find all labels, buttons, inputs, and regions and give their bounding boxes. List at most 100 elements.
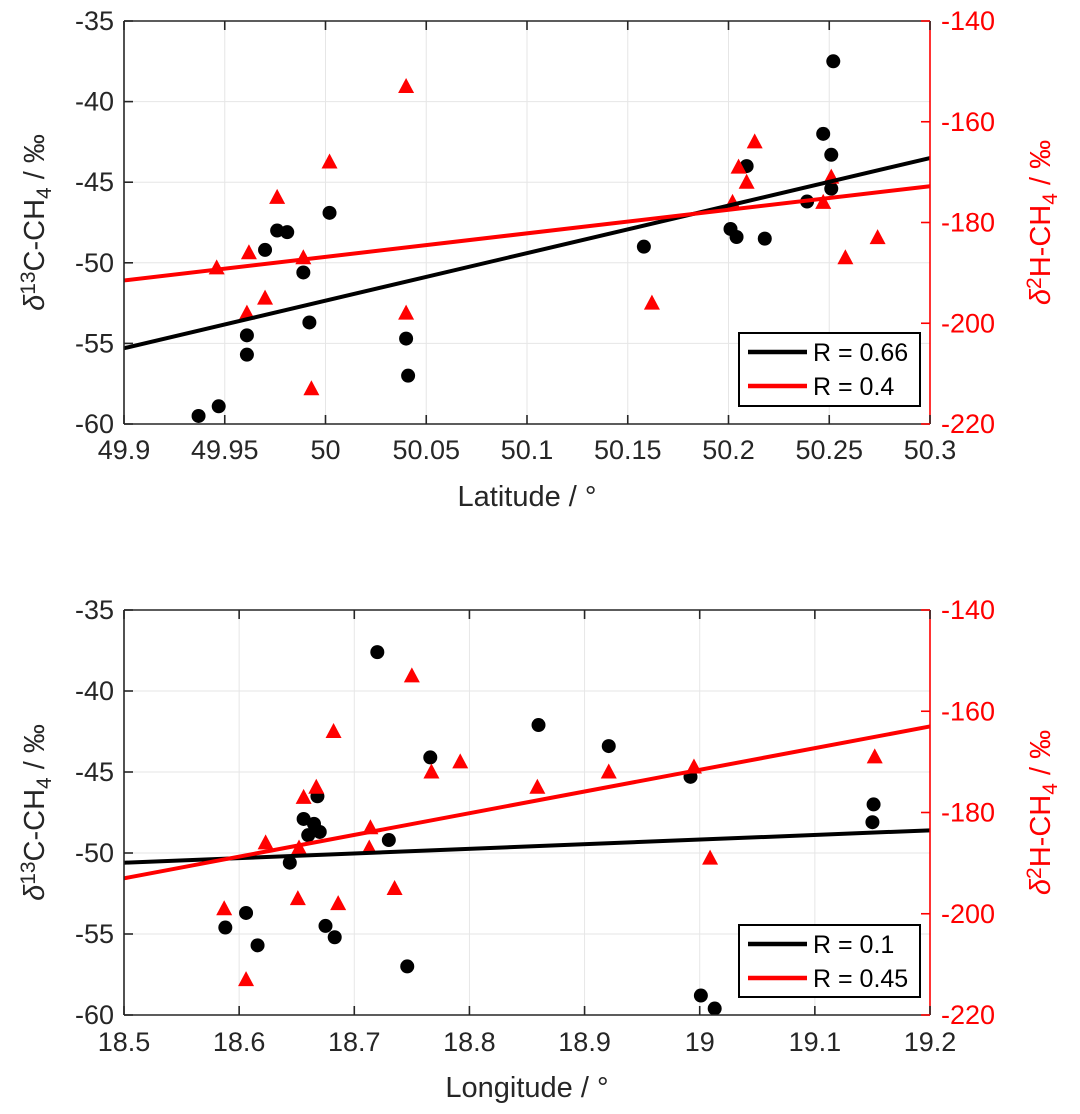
- h2-trend-line: [123, 184, 931, 283]
- h2-data-point: [403, 667, 420, 683]
- h2-data-point: [325, 723, 342, 738]
- h2-data-point: [295, 788, 312, 804]
- c13-data-point: [211, 399, 226, 414]
- legend-entry: R = 0.1: [748, 931, 894, 959]
- h2-data-point: [386, 879, 403, 895]
- h2-data-point: [869, 229, 886, 245]
- c13-data-point: [301, 828, 316, 843]
- h2-data-point: [398, 304, 415, 320]
- y-right-tick-label: -220: [941, 1000, 995, 1030]
- c13-data-point: [250, 938, 265, 953]
- c13-data-point: [636, 239, 651, 254]
- c13-data-point: [531, 718, 546, 733]
- y-right-axis-label: δ2H-CH4 / ‰: [1023, 730, 1062, 895]
- x-tick-label: 50.3: [904, 435, 957, 465]
- h2-data-point: [240, 244, 257, 260]
- c13-data-point: [258, 242, 273, 257]
- x-tick-label: 50.05: [392, 435, 460, 465]
- legend-label: R = 0.1: [813, 931, 894, 959]
- x-tick-label: 18.8: [443, 1027, 496, 1057]
- y-left-tick-label: -40: [75, 676, 114, 706]
- y-left-tick-label: -45: [75, 757, 114, 787]
- x-tick-label: 18.9: [558, 1027, 611, 1057]
- x-tick-label: 19.2: [904, 1027, 957, 1057]
- h2-data-point: [216, 900, 233, 916]
- y-left-tick-label: -55: [75, 328, 114, 358]
- c13-scatter-series: [191, 54, 841, 423]
- h2-data-point: [257, 834, 274, 850]
- c13-data-point: [757, 231, 772, 246]
- h2-data-point: [866, 748, 883, 764]
- h2-data-point: [730, 158, 747, 174]
- h2-data-point: [257, 289, 274, 305]
- h2-data-point: [746, 133, 763, 149]
- x-tick-label: 50.15: [594, 435, 662, 465]
- h2-data-point: [361, 839, 378, 855]
- h2-data-point: [600, 763, 617, 779]
- c13-trend-line: [123, 828, 931, 865]
- y-right-tick-label: -160: [941, 696, 995, 726]
- x-tick-label: 50.2: [702, 435, 755, 465]
- h2-data-point: [398, 77, 415, 93]
- c13-data-point: [327, 930, 342, 945]
- y-right-axis-label: δ2H-CH4 / ‰: [1023, 140, 1062, 305]
- c13-data-point: [601, 739, 616, 754]
- h2-data-point: [837, 249, 854, 265]
- y-right-tick-label: -180: [941, 208, 995, 238]
- h2-data-point: [330, 895, 347, 911]
- longitude-chart: 18.5 18.6 18.7 18.8 18.9 19 19.1 19.2 -35 -40 -45 -…: [17, 595, 1062, 1104]
- c13-data-point: [191, 408, 206, 423]
- x-tick-label: 50: [310, 435, 340, 465]
- y-left-axis-label: δ13C-CH4 / ‰: [17, 134, 56, 311]
- c13-data-point: [282, 855, 297, 870]
- legend: R = 0.1 R = 0.45: [738, 924, 921, 998]
- c13-data-point: [824, 147, 839, 162]
- c13-data-point: [693, 988, 708, 1003]
- x-tick-label: 18.7: [328, 1027, 381, 1057]
- y-left-tick-label: -50: [75, 838, 114, 868]
- axes-box: [123, 20, 931, 425]
- y-right-tick-label: -200: [941, 899, 995, 929]
- c13-data-point: [381, 833, 396, 848]
- y-left-axis-label: δ13C-CH4 / ‰: [17, 724, 56, 901]
- y-right-tick-label: -200: [941, 308, 995, 338]
- c13-data-point: [239, 905, 254, 920]
- c13-trend-line: [123, 156, 931, 351]
- latitude-chart: 49.9 49.95 50 50.05 50.1 50.15 50.2 50.25 50.3 -3…: [17, 6, 1062, 513]
- h2-data-point: [238, 971, 255, 987]
- x-axis-label: Latitude / °: [458, 481, 597, 513]
- y-left-tick-label: -60: [75, 409, 114, 439]
- legend-label: R = 0.45: [813, 965, 908, 993]
- c13-data-point: [824, 181, 839, 196]
- c13-data-point: [826, 54, 841, 69]
- x-axis-label: Longitude / °: [445, 1072, 608, 1104]
- h2-data-point: [321, 153, 338, 169]
- c13-data-point: [322, 205, 337, 220]
- h2-data-point: [643, 294, 660, 310]
- legend-box: [738, 332, 921, 407]
- c13-data-point: [401, 368, 416, 383]
- legend-label: R = 0.4: [813, 373, 894, 401]
- y-left-tick-label: -50: [75, 248, 114, 278]
- y-left-tick-label: -35: [75, 595, 114, 625]
- h2-data-point: [303, 380, 320, 396]
- h2-data-point: [815, 193, 832, 209]
- axes-box: [123, 609, 931, 1016]
- x-tick-label: 50.1: [501, 435, 554, 465]
- c13-data-point: [239, 328, 254, 343]
- y-right-tick-label: -220: [941, 409, 995, 439]
- h2-data-point: [423, 763, 440, 779]
- legend-entry: R = 0.45: [748, 965, 908, 993]
- legend: R = 0.66 R = 0.4: [738, 332, 921, 407]
- h2-data-point: [269, 188, 286, 204]
- h2-data-point: [738, 173, 755, 189]
- c13-data-point: [865, 815, 880, 830]
- c13-scatter-series: [218, 645, 881, 1016]
- y-left-tick-label: -35: [75, 6, 114, 36]
- h2-trend-line: [123, 724, 931, 881]
- c13-data-point: [816, 126, 831, 141]
- h2-data-point: [289, 890, 306, 906]
- c13-data-point: [399, 331, 414, 346]
